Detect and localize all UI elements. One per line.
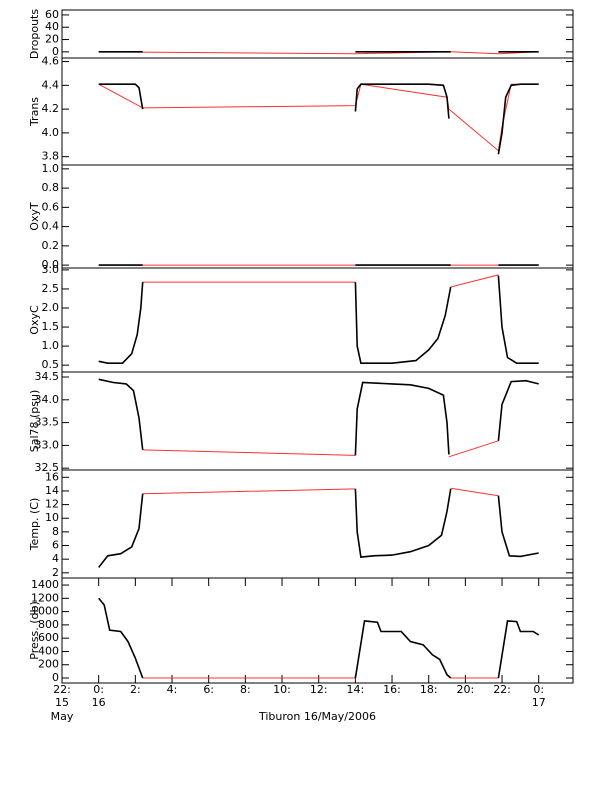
y-axis-label: Trans: [28, 97, 41, 127]
y-tick-label: 4.4: [42, 78, 60, 91]
y-tick-label: 33.5: [35, 416, 60, 429]
y-tick-label: 1.5: [42, 320, 60, 333]
x-tick-label: 12:: [310, 683, 328, 696]
y-axis-label: OxyC: [28, 305, 41, 335]
data-line: [98, 51, 539, 55]
y-tick-label: 400: [38, 644, 59, 657]
x-tick-label: 4:: [167, 683, 178, 696]
y-tick-label: 200: [38, 658, 59, 671]
y-tick-label: 800: [38, 618, 59, 631]
y-tick-label: 1.0: [42, 162, 60, 175]
y-axis-label: OxyT: [28, 202, 41, 231]
y-tick-label: 40: [45, 20, 59, 33]
data-line: [142, 274, 499, 288]
y-axis-label: Dropouts: [28, 9, 41, 59]
y-tick-label: 6: [52, 539, 59, 552]
y-axis-label: Sal78 (psu): [28, 390, 41, 453]
data-line: [98, 488, 539, 568]
y-tick-label: 12: [45, 498, 59, 511]
y-tick-label: 0.8: [42, 181, 60, 194]
y-tick-label: 2.5: [42, 282, 60, 295]
y-tick-label: 2.0: [42, 301, 60, 314]
x-tick-label: 10:: [273, 683, 291, 696]
y-tick-label: 1400: [31, 578, 59, 591]
x-tick-label: 2:: [130, 683, 141, 696]
x-tick-label: 22:: [53, 683, 71, 696]
x-tick-label: 20:: [457, 683, 475, 696]
y-tick-label: 0.6: [42, 200, 60, 213]
data-line: [98, 597, 540, 679]
y-tick-label: 4.0: [42, 126, 60, 139]
y-tick-label: 20: [45, 33, 59, 46]
y-tick-label: 34.0: [35, 393, 60, 406]
data-line: [98, 83, 539, 152]
y-tick-label: 14: [45, 484, 59, 497]
plot-frame: [61, 469, 574, 579]
x-tick-label: 14:: [347, 683, 365, 696]
plot-frame: [61, 577, 574, 684]
y-tick-label: 0: [52, 671, 59, 684]
y-tick-label: 2: [52, 566, 59, 579]
y-tick-label: 34.5: [35, 370, 60, 383]
y-tick-label: 4.2: [42, 102, 60, 115]
y-tick-label: 1.0: [42, 339, 60, 352]
x-axis-label: Tiburon 16/May/2006: [258, 710, 376, 723]
y-tick-label: 32.5: [35, 461, 60, 474]
y-axis-label: Temp. (C): [28, 498, 41, 552]
y-tick-label: 8: [52, 525, 59, 538]
y-tick-label: 0.5: [42, 358, 60, 371]
x-tick-label: 6:: [203, 683, 214, 696]
x-tick-sublabel: 16: [92, 696, 106, 709]
y-axis-label: Press. (db): [28, 601, 41, 660]
data-line: [142, 440, 499, 458]
y-tick-label: 0: [52, 45, 59, 58]
plot-frame: [61, 9, 574, 59]
y-tick-label: 10: [45, 511, 59, 524]
y-tick-label: 33.0: [35, 438, 60, 451]
y-tick-label: 600: [38, 631, 59, 644]
y-tick-label: 1000: [31, 605, 59, 618]
x-tick-sublabel: 15: [55, 696, 69, 709]
y-tick-label: 16: [45, 470, 59, 483]
y-tick-label: 0.2: [42, 239, 60, 252]
data-line: [98, 378, 539, 456]
y-tick-label: 3.8: [42, 150, 60, 163]
x-tick-label: 8:: [240, 683, 251, 696]
x-tick-label: 16:: [383, 683, 401, 696]
y-tick-label: 4.6: [42, 55, 60, 68]
y-tick-label: 4: [52, 552, 59, 565]
x-tick-label: 0:: [93, 683, 104, 696]
y-tick-label: 0.4: [42, 220, 60, 233]
data-line: [98, 275, 539, 364]
x-tick-label: 22:: [493, 683, 511, 696]
y-tick-label: 1200: [31, 591, 59, 604]
data-line: [98, 83, 539, 155]
y-tick-label: 3.0: [42, 263, 60, 276]
x-tick-sublabel: 17: [532, 696, 546, 709]
x-tick-sublabel: May: [51, 710, 74, 723]
plot-frame: [61, 164, 574, 269]
data-line: [142, 487, 499, 497]
y-tick-label: 60: [45, 8, 59, 21]
y-tick-label: 0.0: [42, 258, 60, 271]
x-tick-label: 0:: [533, 683, 544, 696]
x-tick-label: 18:: [420, 683, 438, 696]
